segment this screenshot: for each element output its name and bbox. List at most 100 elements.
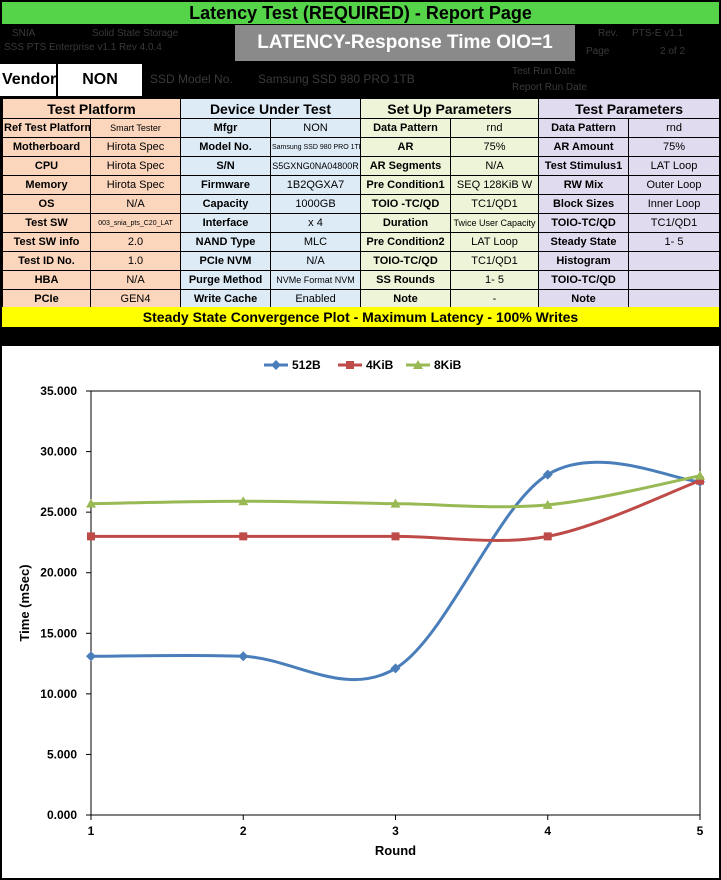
param-label: Test ID No. — [2, 251, 91, 271]
param-label: Memory — [2, 175, 91, 195]
data-point-8kib — [695, 470, 705, 480]
header-page-value: 2 of 2 — [660, 46, 686, 57]
param-label: Steady State — [538, 232, 630, 252]
legend-marker-8kib — [413, 360, 423, 369]
table-row: Test SW info 2.0 NAND Type MLC Pre Condition… — [2, 232, 721, 252]
param-value: Samsung SSD 980 PRO 1TB — [270, 137, 361, 157]
data-point-512b — [238, 651, 249, 662]
param-label: TOIO-TC/QD — [360, 251, 451, 271]
table-row: HBA N/A Purge Method NVMe Format NVM SS Roun… — [2, 270, 721, 290]
param-value: Hirota Spec — [90, 137, 181, 157]
param-label: PCIe — [2, 289, 91, 309]
param-value: MLC — [270, 232, 361, 252]
vendor-value: NON — [58, 64, 142, 96]
param-value: N/A — [90, 270, 181, 290]
param-value: S5GXNG0NA04800R — [270, 156, 361, 176]
param-label: S/N — [180, 156, 271, 176]
param-label: AR Segments — [360, 156, 451, 176]
param-label: Mfgr — [180, 118, 271, 138]
param-value: NVMe Format NVM — [270, 270, 361, 290]
data-point-4kib — [239, 532, 248, 541]
vendor-test-date: Test Run Date — [512, 66, 576, 77]
param-value: N/A — [270, 251, 361, 271]
param-value — [628, 289, 721, 309]
latency-title-box: LATENCY-Response Time OIO=1 — [235, 25, 575, 61]
param-label: Firmware — [180, 175, 271, 195]
vendor-report-date: Report Run Date — [512, 82, 588, 93]
param-value: TC1/QD1 — [628, 213, 721, 233]
param-value: TC1/QD1 — [449, 251, 540, 271]
param-label: Capacity — [180, 194, 271, 214]
table-row: Test ID No. 1.0 PCIe NVM N/A TOIO-TC/QD TC1/Q… — [2, 251, 721, 271]
y-tick-label: 35.000 — [40, 384, 77, 398]
param-label: AR Amount — [538, 137, 630, 157]
param-value: N/A — [449, 156, 540, 176]
table-row: CPU Hirota Spec S/N S5GXNG0NA04800R AR Segme… — [2, 156, 721, 176]
param-value: - — [449, 289, 540, 309]
param-value: TC1/QD1 — [449, 194, 540, 214]
data-point-4kib — [696, 476, 704, 485]
latency-chart: 0.000 5.000 10.000 15.000 20.000 25.000 30.000… — [17, 358, 705, 858]
param-value: 1B2QGXA7 — [270, 175, 361, 195]
param-label: Test SW info — [2, 232, 91, 252]
data-point-8kib — [542, 499, 553, 509]
param-value: 2.0 — [90, 232, 181, 252]
param-label: Pre Condition2 — [360, 232, 451, 252]
param-label: RW Mix — [538, 175, 630, 195]
x-tick-label: 4 — [544, 824, 551, 838]
param-label: Model No. — [180, 137, 271, 157]
param-value: 75% — [449, 137, 540, 157]
param-label: AR — [360, 137, 451, 157]
param-value: Outer Loop — [628, 175, 721, 195]
table-row: PCIe GEN4 Write Cache Enabled Note - Note — [2, 289, 721, 309]
param-value: Inner Loop — [628, 194, 721, 214]
param-label: Data Pattern — [360, 118, 451, 138]
x-axis-label: Round — [375, 843, 416, 858]
param-value: 1.0 — [90, 251, 181, 271]
x-tick-label: 1 — [88, 824, 95, 838]
x-tick-label: 5 — [697, 824, 704, 838]
param-label: Write Cache — [180, 289, 271, 309]
param-value: Hirota Spec — [90, 175, 181, 195]
header-test-parameters: Test Parameters — [538, 98, 721, 119]
data-point-512b — [542, 469, 553, 480]
data-point-4kib — [87, 532, 95, 541]
param-label: OS — [2, 194, 91, 214]
param-value: GEN4 — [90, 289, 181, 309]
param-label: Note — [360, 289, 451, 309]
param-value: NON — [270, 118, 361, 138]
plot-banner: Steady State Convergence Plot - Maximum … — [2, 307, 719, 327]
data-point-8kib — [390, 498, 401, 508]
param-value: LAT Loop — [449, 232, 540, 252]
data-point-4kib — [543, 532, 552, 541]
y-tick-label: 30.000 — [40, 445, 77, 459]
chart-area: 0.000 5.000 10.000 15.000 20.000 25.000 30.000… — [2, 346, 719, 878]
table-row: Ref Test Platform Smart Tester Mfgr NON Data… — [2, 118, 721, 138]
param-value: SEQ 128KiB W — [449, 175, 540, 195]
page-title: Latency Test (REQUIRED) - Report Page — [2, 2, 719, 24]
param-label: Histogram — [538, 251, 630, 271]
param-label: Interface — [180, 213, 271, 233]
plot-frame — [90, 390, 701, 816]
header-spec: SSS PTS Enterprise v1.1 Rev 4.0.4 — [4, 42, 162, 53]
header-rev-value: PTS-E v1.1 — [632, 28, 684, 39]
param-value: Enabled — [270, 289, 361, 309]
y-tick-label: 5.000 — [47, 747, 77, 761]
param-value: rnd — [449, 118, 540, 138]
data-point-512b — [86, 651, 96, 662]
legend-marker-512b — [271, 360, 281, 370]
param-value: Twice User Capacity — [449, 213, 540, 233]
param-value — [628, 251, 721, 271]
param-value: Smart Tester — [90, 118, 181, 138]
y-tick-label: 0.000 — [47, 808, 77, 822]
legend-label-4kib: 4KiB — [366, 358, 394, 372]
y-tick-label: 25.000 — [40, 505, 77, 519]
data-point-8kib — [86, 498, 96, 508]
param-value: N/A — [90, 194, 181, 214]
header-rev-label: Rev. — [598, 28, 618, 39]
legend-label-512b: 512B — [292, 358, 321, 372]
param-label: Test Stimulus1 — [538, 156, 630, 176]
param-value: 1- 5 — [628, 232, 721, 252]
